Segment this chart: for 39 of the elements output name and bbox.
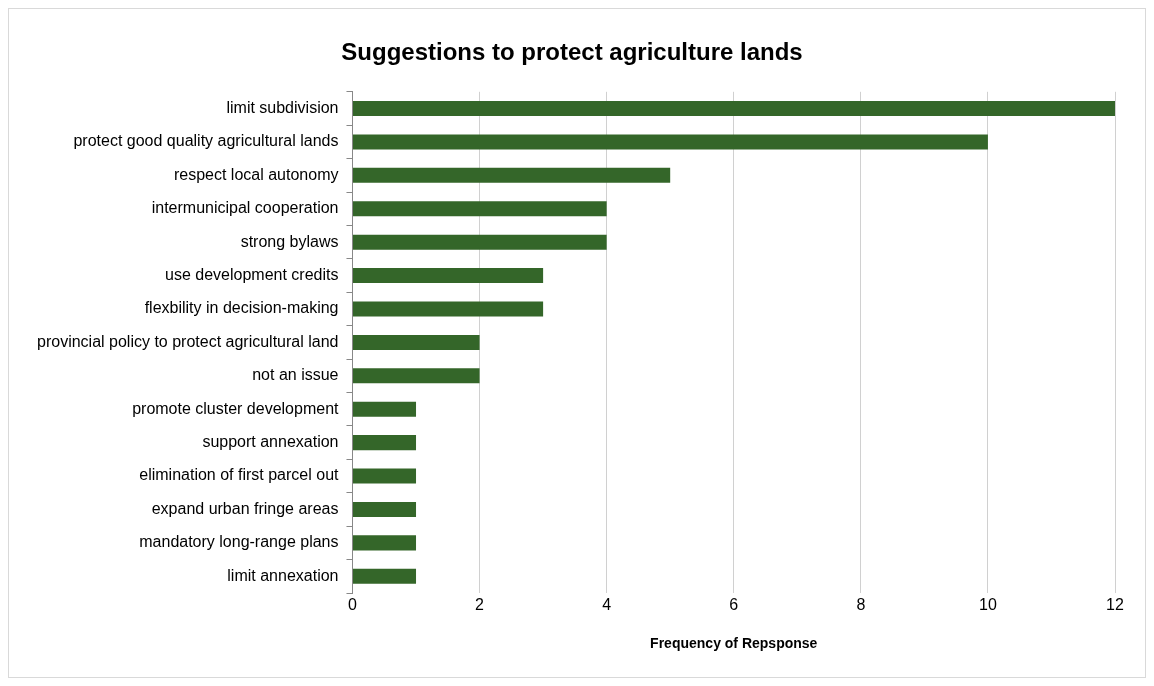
x-tick-label: 0 bbox=[348, 596, 358, 614]
x-tick-label: 8 bbox=[856, 596, 866, 614]
y-tick-label: limit annexation bbox=[227, 566, 339, 584]
bar bbox=[352, 167, 671, 183]
bar bbox=[352, 301, 544, 317]
bar bbox=[352, 268, 544, 284]
bar bbox=[352, 134, 988, 150]
y-tick-label: protect good quality agricultural lands bbox=[73, 132, 339, 150]
y-tick-label: promote cluster development bbox=[132, 399, 340, 417]
bar bbox=[352, 368, 480, 384]
y-tick-label: expand urban fringe areas bbox=[151, 499, 339, 517]
bar bbox=[352, 501, 417, 517]
bar bbox=[352, 234, 607, 250]
x-tick-label: 6 bbox=[729, 596, 739, 614]
bar bbox=[352, 100, 1115, 117]
bar bbox=[352, 435, 417, 451]
y-tick-label: respect local autonomy bbox=[173, 165, 339, 183]
bar bbox=[352, 568, 417, 584]
bar bbox=[352, 535, 417, 551]
bar bbox=[352, 401, 417, 417]
x-tick-label: 2 bbox=[475, 596, 485, 614]
y-tick-label: support annexation bbox=[202, 433, 339, 451]
bar bbox=[352, 334, 480, 350]
bar bbox=[352, 468, 417, 484]
y-tick-label: elimination of first parcel out bbox=[139, 466, 340, 484]
y-tick-label: not an issue bbox=[252, 366, 339, 384]
y-tick-label: provincial policy to protect agricultural land bbox=[37, 332, 339, 350]
y-tick-label: use development credits bbox=[165, 265, 339, 283]
y-tick-label: mandatory long-range plans bbox=[139, 533, 339, 551]
x-axis-title: Frequency of Repsponse bbox=[650, 635, 818, 652]
y-tick-label: limit subdivision bbox=[226, 98, 339, 116]
x-tick-label: 12 bbox=[1106, 596, 1124, 614]
bar bbox=[352, 201, 607, 217]
x-tick-label: 4 bbox=[602, 596, 612, 614]
x-tick-label: 10 bbox=[979, 596, 997, 614]
y-tick-label: strong bylaws bbox=[240, 232, 339, 250]
y-tick-label: intermunicipal cooperation bbox=[151, 199, 339, 217]
chart-title: Suggestions to protect agriculture lands bbox=[341, 38, 803, 66]
y-tick-label: flexbility in decision-making bbox=[144, 299, 339, 317]
